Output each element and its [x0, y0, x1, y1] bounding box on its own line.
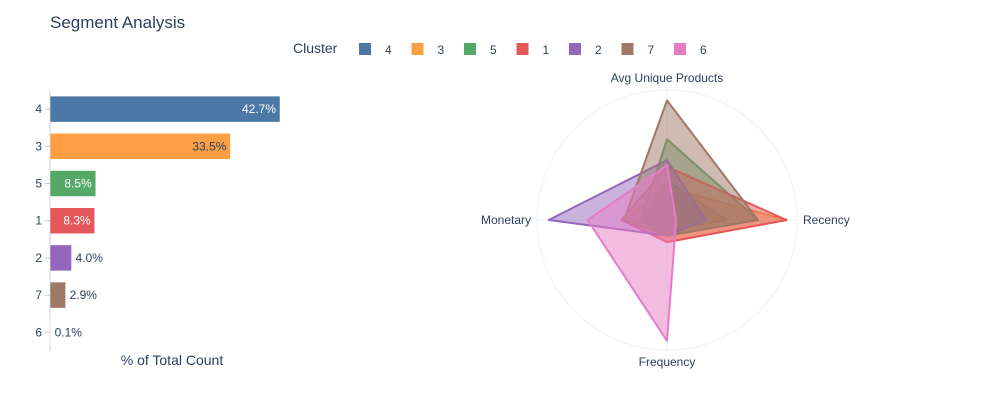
bar-3 — [49, 133, 231, 160]
legend-label-6: 6 — [700, 43, 707, 57]
legend-label-2: 2 — [595, 43, 602, 57]
legend-title: Cluster — [293, 40, 338, 56]
legend-label-7: 7 — [648, 43, 655, 57]
bar-5 — [49, 170, 97, 197]
bar-tick-label-4: 4 — [35, 102, 42, 116]
bar-tick-label-1: 1 — [35, 214, 42, 228]
radar-axis-label-2: Frequency — [639, 355, 696, 369]
bar-data-label-4: 42.7% — [242, 102, 276, 116]
bar-2 — [49, 244, 72, 272]
bar-tick-label-3: 3 — [35, 139, 42, 153]
bar-x-axis-label: % of Total Count — [121, 352, 224, 368]
legend-label-4: 4 — [385, 43, 392, 57]
bar-data-label-5: 8.5% — [64, 177, 92, 191]
legend-swatch-2 — [569, 43, 581, 55]
bar-data-label-7: 2.9% — [70, 288, 98, 302]
legend-label-3: 3 — [438, 43, 445, 57]
radar-series-6 — [586, 164, 678, 342]
legend-swatch-1 — [516, 43, 529, 55]
legend-swatch-5 — [464, 43, 476, 55]
bar-7 — [49, 281, 66, 309]
legend-swatch-6 — [674, 43, 686, 55]
radar-axis-label-1: Recency — [803, 213, 850, 227]
bar-4 — [49, 95, 281, 123]
legend-swatch-7 — [621, 43, 634, 55]
bar-data-label-2: 4.0% — [76, 251, 104, 265]
bar-tick-label-2: 2 — [35, 251, 42, 265]
legend: Cluster 4 3 5 1 2 7 6 — [293, 40, 707, 57]
legend-swatch-4 — [359, 43, 371, 55]
radar-axis-label-0: Avg Unique Products — [611, 71, 724, 85]
bar-tick-label-7: 7 — [35, 288, 42, 302]
bar-data-label-1: 8.3% — [63, 214, 91, 228]
radar-axis-label-3: Monetary — [481, 213, 531, 227]
legend-label-5: 5 — [490, 43, 497, 57]
bar-6 — [49, 319, 51, 346]
radar-chart: Avg Unique Products Recency Frequency Monet… — [481, 71, 850, 369]
bar-tick-label-5: 5 — [35, 177, 42, 191]
bar-data-label-3: 33.5% — [192, 139, 226, 153]
legend-label-1: 1 — [543, 43, 550, 57]
bar-tick-label-6: 6 — [35, 325, 42, 339]
bar-data-label-6: 0.1% — [55, 325, 83, 339]
legend-swatch-3 — [411, 43, 424, 55]
chart-title: Segment Analysis — [50, 13, 185, 32]
bar-chart: 4 42.7% 3 33.5% 5 8.5% 1 8.3% 2 4.0% 7 2.9% 6 0.1% % o… — [35, 90, 281, 368]
